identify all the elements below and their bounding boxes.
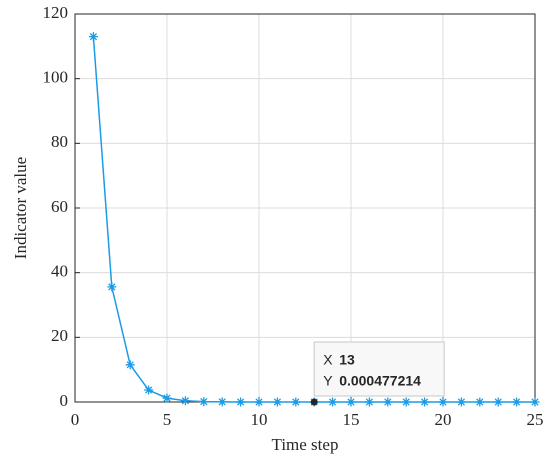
datatip-x-value: 13: [339, 352, 355, 368]
marker: [438, 397, 448, 407]
marker: [346, 397, 356, 407]
marker: [107, 282, 117, 292]
marker: [125, 360, 135, 370]
x-axis-label: Time step: [272, 435, 339, 454]
datatip-dot: [310, 398, 318, 406]
marker: [420, 397, 430, 407]
marker: [291, 397, 301, 407]
datatip-box: [313, 341, 445, 397]
y-tick-label: 120: [43, 3, 69, 22]
marker: [88, 32, 98, 42]
marker: [512, 397, 522, 407]
y-tick-label: 0: [60, 391, 69, 410]
marker: [236, 397, 246, 407]
y-tick-label: 20: [51, 326, 68, 345]
datatip: X 13 Y 0.000477214: [310, 341, 445, 406]
marker: [272, 397, 282, 407]
x-tick-label: 5: [163, 410, 172, 429]
y-tick-label: 80: [51, 132, 68, 151]
marker: [217, 397, 227, 407]
marker: [401, 397, 411, 407]
y-tick-label: 40: [51, 262, 68, 281]
marker: [475, 397, 485, 407]
x-tick-label: 15: [343, 410, 360, 429]
marker: [144, 385, 154, 395]
marker: [364, 397, 374, 407]
marker: [180, 396, 190, 406]
marker: [254, 397, 264, 407]
marker: [493, 397, 503, 407]
marker: [456, 397, 466, 407]
x-tick-label: 20: [435, 410, 452, 429]
marker: [162, 393, 172, 403]
x-tick-label: 0: [71, 410, 80, 429]
x-tick-label: 25: [527, 410, 544, 429]
y-tick-label: 100: [43, 68, 69, 87]
datatip-y-value: 0.000477214: [339, 373, 421, 389]
y-axis-label: Indicator value: [11, 157, 30, 259]
y-tick-label: 60: [51, 197, 68, 216]
marker: [199, 397, 209, 407]
marker: [530, 397, 540, 407]
datatip-x-label: X: [323, 352, 333, 368]
datatip-y-label: Y: [323, 373, 333, 389]
x-tick-label: 10: [251, 410, 268, 429]
marker: [328, 397, 338, 407]
marker: [383, 397, 393, 407]
